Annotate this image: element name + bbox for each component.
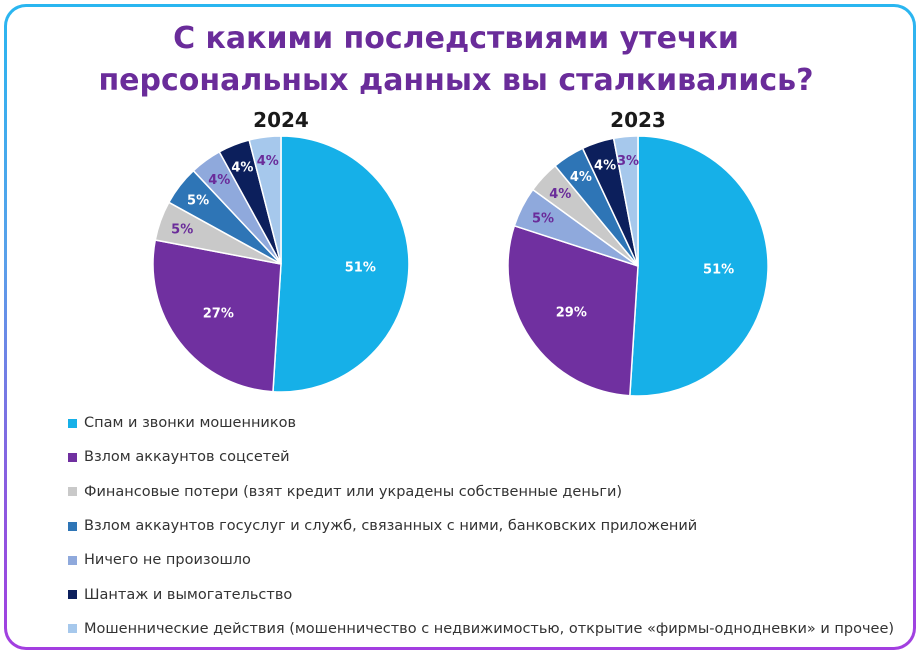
- slice-label: 4%: [570, 170, 592, 185]
- legend-item: Взлом аккаунтов соцсетей: [68, 440, 894, 474]
- pie-2023: 51%29%5%4%4%4% 3%: [507, 135, 769, 397]
- slice-label: 51%: [703, 263, 734, 278]
- pie-slice: [272, 135, 410, 393]
- pie-2024: 51%27%5%5%4%4% 4%: [152, 135, 410, 393]
- pie-slice: [629, 135, 769, 397]
- pie-slice: [152, 239, 282, 393]
- legend-swatch: [68, 487, 77, 497]
- slice-label: 4%: [257, 154, 279, 169]
- slice-label: 29%: [556, 305, 587, 320]
- legend-label: Спам и звонки мошенников: [84, 415, 297, 432]
- pie-slice: [248, 135, 282, 265]
- legend-swatch: [68, 624, 77, 634]
- slice-label: 27%: [203, 307, 234, 322]
- slice-label: 4%: [231, 160, 253, 175]
- slice-label: 4%: [208, 173, 230, 188]
- legend-swatch: [68, 555, 77, 565]
- legend-swatch: [68, 418, 77, 428]
- chart-panel: [7, 7, 913, 647]
- legend-item: Спам и звонки мошенников: [68, 406, 894, 440]
- slice-label: 3%: [617, 154, 639, 169]
- legend-label: Мошеннические действия (мошенничество с …: [84, 620, 895, 637]
- slice-label: 4%: [594, 159, 616, 174]
- slice-label: 5%: [532, 212, 554, 227]
- legend-item: Ничего не произошло: [68, 543, 894, 577]
- legend-label: Взлом аккаунтов соцсетей: [84, 449, 290, 466]
- legend-item: Мошеннические действия (мошенничество с …: [68, 612, 894, 646]
- legend-item: Шантаж и вымогательство: [68, 577, 894, 611]
- gradient-frame: [4, 4, 916, 650]
- chart-title: С какими последствиями утечки персональн…: [0, 18, 912, 102]
- slice-label: 5%: [171, 222, 193, 237]
- slice-label: 4%: [549, 187, 571, 202]
- legend-label: Ничего не произошло: [84, 552, 251, 569]
- pie-2023-title: 2023: [610, 108, 666, 132]
- legend: Спам и звонки мошенников Взлом аккаунтов…: [68, 406, 894, 646]
- slice-label: 51%: [345, 261, 376, 276]
- legend-item: Финансовые потери (взят кредит или украд…: [68, 475, 894, 509]
- legend-swatch: [68, 452, 77, 462]
- legend-label: Шантаж и вымогательство: [84, 586, 293, 603]
- legend-item: Взлом аккаунтов госуслуг и служб, связан…: [68, 509, 894, 543]
- pie-2024-title: 2024: [253, 108, 309, 132]
- legend-label: Финансовые потери (взят кредит или украд…: [84, 483, 623, 500]
- title-line-2: персональных данных вы сталкивались?: [98, 63, 814, 98]
- pie-slice: [612, 135, 639, 267]
- pie-slice: [507, 224, 639, 397]
- legend-label: Взлом аккаунтов госуслуг и служб, связан…: [84, 518, 698, 535]
- legend-swatch: [68, 590, 77, 600]
- title-line-1: С какими последствиями утечки: [173, 21, 739, 56]
- legend-swatch: [68, 521, 77, 531]
- slice-label: 5%: [187, 194, 209, 209]
